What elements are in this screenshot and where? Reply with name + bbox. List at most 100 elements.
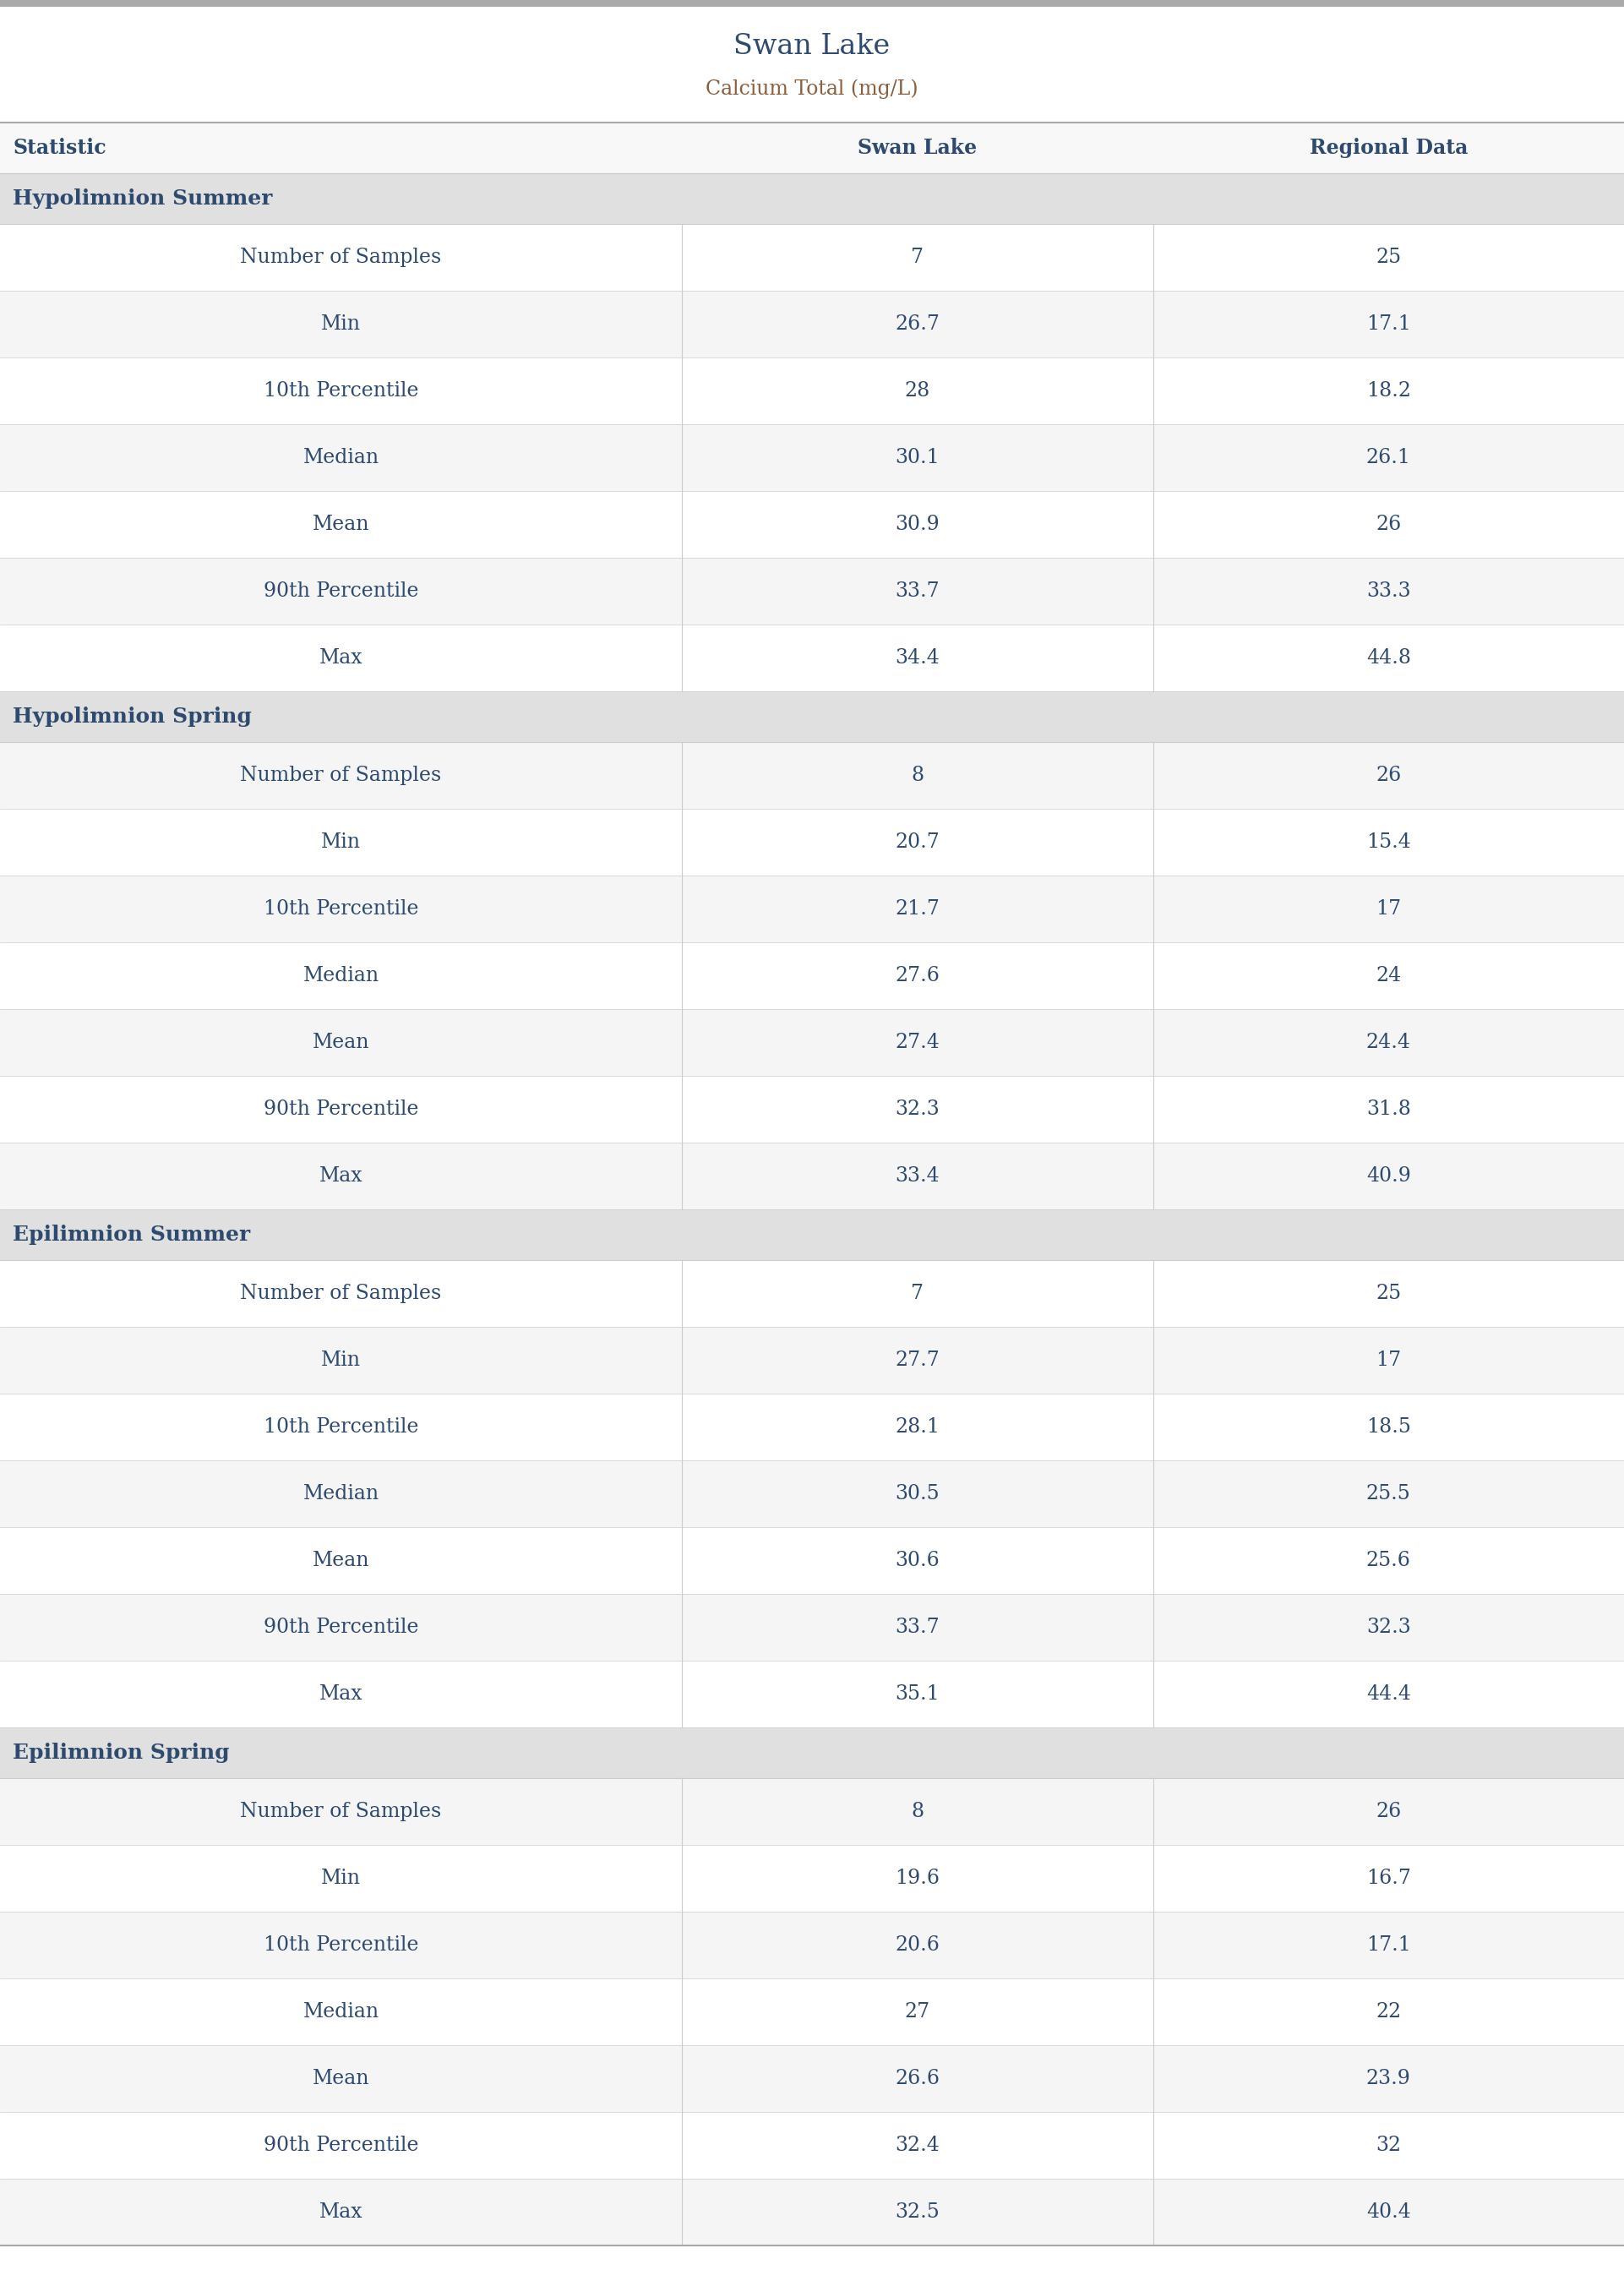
Text: Calcium Total (mg/L): Calcium Total (mg/L) [706, 79, 918, 98]
Bar [0, 1260, 1624, 1328]
Text: Hypolimnion Summer: Hypolimnion Summer [13, 188, 273, 209]
Text: 90th Percentile: 90th Percentile [263, 1099, 419, 1119]
Text: 28.1: 28.1 [895, 1416, 940, 1437]
Text: Mean: Mean [312, 515, 370, 533]
Text: 32.3: 32.3 [1366, 1619, 1411, 1637]
Text: 18.2: 18.2 [1366, 381, 1411, 400]
Text: Min: Min [322, 833, 361, 851]
Bar [0, 490, 1624, 558]
Text: 17: 17 [1376, 899, 1402, 919]
Text: 33.4: 33.4 [895, 1167, 940, 1185]
Bar [0, 225, 1624, 291]
Text: 10th Percentile: 10th Percentile [263, 1416, 419, 1437]
Bar [0, 1979, 1624, 2045]
Text: 90th Percentile: 90th Percentile [263, 2136, 419, 2154]
Bar [0, 876, 1624, 942]
Bar [0, 1911, 1624, 1979]
Text: Min: Min [322, 1868, 361, 1889]
Text: 16.7: 16.7 [1366, 1868, 1411, 1889]
Text: 25: 25 [1376, 247, 1402, 268]
Bar [0, 173, 1624, 225]
Text: 40.4: 40.4 [1366, 2202, 1411, 2222]
Text: 25.6: 25.6 [1366, 1550, 1411, 1571]
Text: 44.8: 44.8 [1366, 649, 1411, 667]
Bar [0, 424, 1624, 490]
Bar [0, 558, 1624, 624]
Text: 26.7: 26.7 [895, 313, 940, 334]
Bar [0, 2111, 1624, 2179]
Text: Hypolimnion Spring: Hypolimnion Spring [13, 706, 252, 726]
Text: Median: Median [304, 2002, 378, 2023]
Text: 18.5: 18.5 [1366, 1416, 1411, 1437]
Bar [0, 1528, 1624, 1594]
Text: Min: Min [322, 313, 361, 334]
Text: 24.4: 24.4 [1366, 1033, 1411, 1053]
Text: Median: Median [304, 1485, 378, 1503]
Text: Epilimnion Summer: Epilimnion Summer [13, 1224, 250, 1244]
Text: 33.7: 33.7 [895, 1619, 940, 1637]
Text: 22: 22 [1376, 2002, 1402, 2023]
Text: 17: 17 [1376, 1351, 1402, 1369]
Text: 7: 7 [911, 1285, 924, 1303]
Text: 26: 26 [1376, 1802, 1402, 1821]
Text: 33.7: 33.7 [895, 581, 940, 602]
Text: 26.6: 26.6 [895, 2068, 940, 2088]
Bar [0, 2179, 1624, 2245]
Text: 33.3: 33.3 [1366, 581, 1411, 602]
Text: Mean: Mean [312, 1033, 370, 1053]
Text: Number of Samples: Number of Samples [240, 765, 442, 785]
Bar [0, 1594, 1624, 1662]
Text: Swan Lake: Swan Lake [857, 138, 978, 159]
Text: Epilimnion Spring: Epilimnion Spring [13, 1743, 231, 1764]
Bar [0, 1076, 1624, 1142]
Text: Max: Max [320, 649, 362, 667]
Text: 44.4: 44.4 [1366, 1684, 1411, 1705]
Text: 32.5: 32.5 [895, 2202, 940, 2222]
Text: 34.4: 34.4 [895, 649, 940, 667]
Text: 17.1: 17.1 [1366, 313, 1411, 334]
Text: 35.1: 35.1 [895, 1684, 940, 1705]
Text: 30.1: 30.1 [895, 447, 940, 468]
Text: 21.7: 21.7 [895, 899, 940, 919]
Bar [0, 1010, 1624, 1076]
Bar [0, 942, 1624, 1010]
Text: 10th Percentile: 10th Percentile [263, 381, 419, 400]
Text: Statistic: Statistic [13, 138, 107, 159]
Text: Median: Median [304, 447, 378, 468]
Bar [0, 1727, 1624, 1777]
Text: Regional Data: Regional Data [1309, 138, 1468, 159]
Bar [0, 808, 1624, 876]
Text: Number of Samples: Number of Samples [240, 1802, 442, 1821]
Text: 8: 8 [911, 1802, 924, 1821]
Text: Max: Max [320, 2202, 362, 2222]
Text: 27: 27 [905, 2002, 931, 2023]
Text: 25: 25 [1376, 1285, 1402, 1303]
Text: Number of Samples: Number of Samples [240, 247, 442, 268]
Text: Max: Max [320, 1684, 362, 1705]
Text: 26.1: 26.1 [1366, 447, 1411, 468]
Bar [0, 1210, 1624, 1260]
Text: 31.8: 31.8 [1366, 1099, 1411, 1119]
Text: Min: Min [322, 1351, 361, 1369]
Bar [0, 692, 1624, 742]
Bar [0, 1394, 1624, 1460]
Bar [0, 1142, 1624, 1210]
Bar [0, 1328, 1624, 1394]
Bar [0, 1662, 1624, 1727]
Text: 27.7: 27.7 [895, 1351, 940, 1369]
Bar [0, 2045, 1624, 2111]
Text: 40.9: 40.9 [1366, 1167, 1411, 1185]
Text: Mean: Mean [312, 2068, 370, 2088]
Text: 23.9: 23.9 [1366, 2068, 1411, 2088]
Bar [0, 0, 1624, 7]
Text: 90th Percentile: 90th Percentile [263, 581, 419, 602]
Text: Swan Lake: Swan Lake [734, 34, 890, 59]
Bar [0, 1777, 1624, 1846]
Text: Max: Max [320, 1167, 362, 1185]
Text: 27.6: 27.6 [895, 967, 940, 985]
Bar [0, 742, 1624, 808]
Text: 32: 32 [1376, 2136, 1402, 2154]
Text: 30.6: 30.6 [895, 1550, 940, 1571]
Text: 20.6: 20.6 [895, 1936, 940, 1954]
Text: 8: 8 [911, 765, 924, 785]
